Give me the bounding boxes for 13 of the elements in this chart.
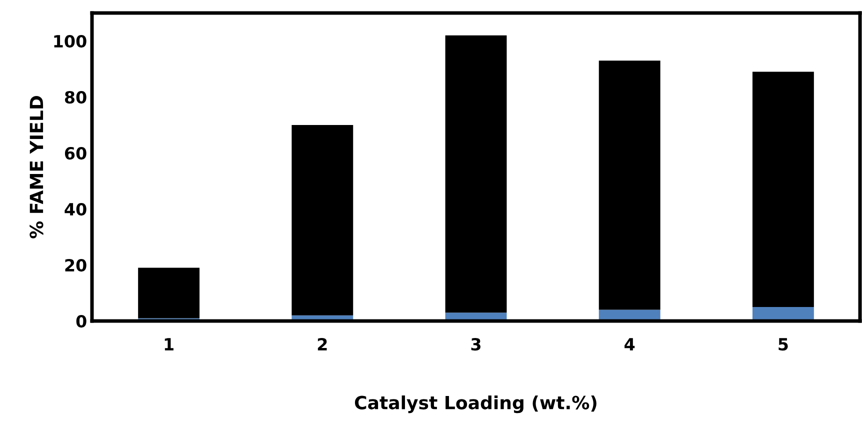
y-tick-label: 40 [64,202,86,216]
x-tick-label: 5 [778,338,788,351]
x-tick-label: 3 [471,338,480,351]
y-tick-label: 0 [76,314,86,328]
y-tick-label: 60 [64,146,86,160]
x-tick-label: 1 [164,338,174,350]
y-tick-label: 100 [54,34,86,48]
x-axis-title: Catalyst Loading (wt.%) [354,395,596,414]
y-tick-label: 80 [64,90,86,104]
x-tick-label: 4 [624,338,635,350]
y-tick-label: 20 [65,258,86,272]
x-tick-label: 2 [318,338,327,350]
y-axis-title: % FAME YIELD [30,96,44,238]
